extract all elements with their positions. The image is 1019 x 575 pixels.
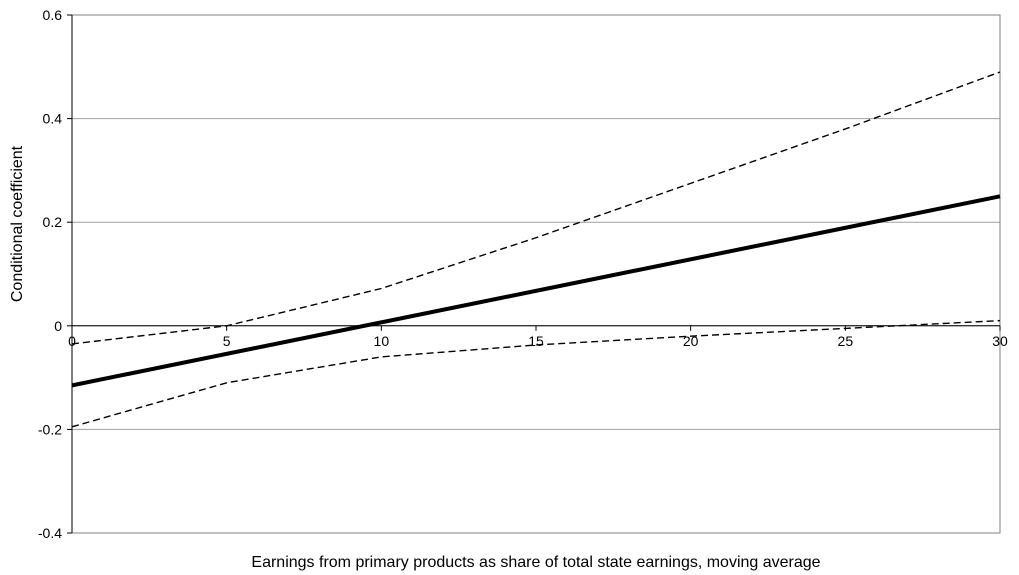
y-tick-labels: -0.4 -0.2 0 0.2 0.4 0.6 (38, 7, 62, 541)
x-tick-label-6: 30 (992, 333, 1008, 349)
x-tick-labels: 0 5 10 15 20 25 30 (68, 333, 1008, 349)
y-axis-title: Conditional coefficient (9, 145, 26, 302)
x-tick-label-4: 20 (683, 333, 699, 349)
x-tick-label-5: 25 (838, 333, 854, 349)
x-tick-label-0: 0 (68, 333, 76, 349)
y-tick-label-5: 0.6 (43, 7, 63, 23)
y-tick-label-1: -0.2 (38, 421, 62, 437)
x-tick-label-2: 10 (374, 333, 390, 349)
y-tick-label-3: 0.2 (43, 214, 63, 230)
series-line-1 (71, 71, 1001, 345)
x-axis-title: Earnings from primary products as share … (251, 554, 820, 571)
x-tick-label-1: 5 (223, 333, 231, 349)
series-line-0 (71, 194, 1001, 388)
y-tick-label-2: 0 (54, 318, 62, 334)
series-line-2 (71, 319, 1001, 428)
series-layer (71, 71, 1001, 428)
y-tick-label-4: 0.4 (43, 111, 63, 127)
y-tick-label-0: -0.4 (38, 525, 62, 541)
x-tick-label-3: 15 (528, 333, 544, 349)
